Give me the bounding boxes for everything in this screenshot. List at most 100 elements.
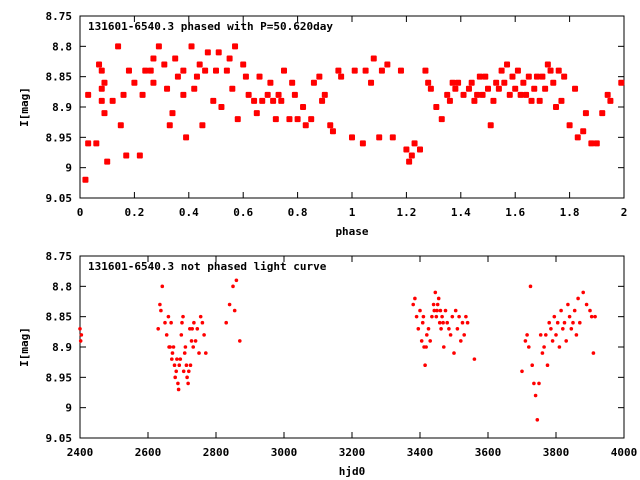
- data-point: [389, 134, 396, 141]
- data-point: [523, 339, 528, 343]
- data-point: [539, 73, 546, 80]
- data-point: [349, 134, 355, 141]
- data-point: [182, 351, 187, 355]
- data-point: [117, 122, 124, 129]
- data-point: [487, 122, 494, 129]
- data-point: [520, 369, 524, 374]
- data-point: [173, 375, 177, 380]
- data-point: [158, 302, 162, 307]
- data-point: [417, 146, 423, 153]
- data-point: [178, 357, 183, 361]
- y-tick-label: 9.05: [46, 192, 73, 205]
- data-point: [150, 55, 157, 62]
- data-point: [447, 327, 451, 331]
- data-point: [174, 369, 179, 374]
- data-point: [359, 140, 366, 147]
- x-tick-label: 1.6: [505, 206, 525, 219]
- x-tick-label: 2: [621, 206, 628, 219]
- data-point: [449, 79, 456, 86]
- data-point: [294, 116, 301, 123]
- data-point: [604, 91, 611, 98]
- data-point: [101, 110, 108, 117]
- data-point: [335, 67, 342, 74]
- data-point: [581, 290, 585, 295]
- data-point: [525, 73, 532, 80]
- data-point: [240, 61, 247, 68]
- data-point: [171, 345, 176, 349]
- data-point: [444, 91, 451, 98]
- y-tick-label: 8.9: [52, 341, 72, 354]
- data-point: [542, 345, 546, 349]
- y-tick-label: 9: [65, 162, 72, 175]
- data-point: [155, 43, 162, 50]
- data-point: [474, 91, 481, 98]
- data-point: [547, 67, 554, 74]
- data-point: [169, 110, 176, 117]
- data-point: [172, 363, 177, 368]
- data-point: [229, 85, 236, 92]
- data-point: [101, 79, 108, 86]
- data-point: [506, 91, 513, 98]
- data-point: [455, 79, 462, 86]
- data-point: [196, 61, 203, 68]
- data-point: [188, 363, 193, 368]
- data-point: [93, 140, 100, 147]
- data-point: [169, 320, 173, 325]
- data-point: [557, 345, 562, 349]
- x-tick-label: 4000: [611, 446, 638, 459]
- data-point: [547, 320, 551, 325]
- data-point: [170, 351, 175, 355]
- x-tick-label: 3800: [543, 446, 570, 459]
- data-point: [199, 122, 206, 129]
- data-point: [85, 140, 92, 147]
- data-point: [571, 320, 575, 325]
- data-point: [566, 122, 573, 129]
- data-point: [245, 91, 252, 98]
- data-point: [549, 327, 553, 331]
- data-point: [433, 290, 438, 295]
- data-point: [509, 73, 516, 80]
- data-point: [408, 152, 415, 159]
- x-tick-label: 1.4: [451, 206, 471, 219]
- data-point: [533, 393, 538, 398]
- data-point: [319, 97, 326, 104]
- data-point: [554, 333, 558, 337]
- data-point: [558, 97, 565, 104]
- data-point: [545, 363, 550, 368]
- data-point: [98, 97, 105, 104]
- data-point: [465, 320, 470, 325]
- data-point: [213, 67, 219, 74]
- data-point: [316, 73, 323, 80]
- data-point: [198, 314, 203, 319]
- data-point: [530, 363, 534, 368]
- data-point: [459, 339, 463, 343]
- data-point: [177, 363, 182, 368]
- data-point: [582, 110, 589, 117]
- data-point: [540, 351, 545, 355]
- y-tick-label: 9: [65, 402, 72, 415]
- y-tick-label: 8.85: [46, 311, 73, 324]
- data-point: [428, 339, 433, 343]
- data-point: [186, 381, 190, 386]
- data-point: [251, 97, 258, 104]
- data-point: [436, 296, 441, 301]
- data-point: [421, 314, 426, 319]
- data-point: [176, 387, 181, 392]
- data-point: [485, 85, 491, 92]
- x-tick-label: 1.2: [396, 206, 416, 219]
- data-point: [181, 314, 185, 319]
- x-tick-label: 0.6: [233, 206, 253, 219]
- data-point: [460, 91, 467, 98]
- data-point: [256, 73, 263, 80]
- data-point: [432, 308, 437, 313]
- data-point: [442, 345, 446, 349]
- data-point: [452, 351, 456, 355]
- data-point: [397, 67, 404, 74]
- data-point: [79, 333, 84, 337]
- x-tick-label: 1.8: [560, 206, 580, 219]
- data-point: [180, 91, 187, 98]
- data-point: [460, 320, 465, 325]
- data-point: [191, 85, 198, 92]
- data-point: [223, 67, 230, 74]
- data-point: [190, 327, 194, 331]
